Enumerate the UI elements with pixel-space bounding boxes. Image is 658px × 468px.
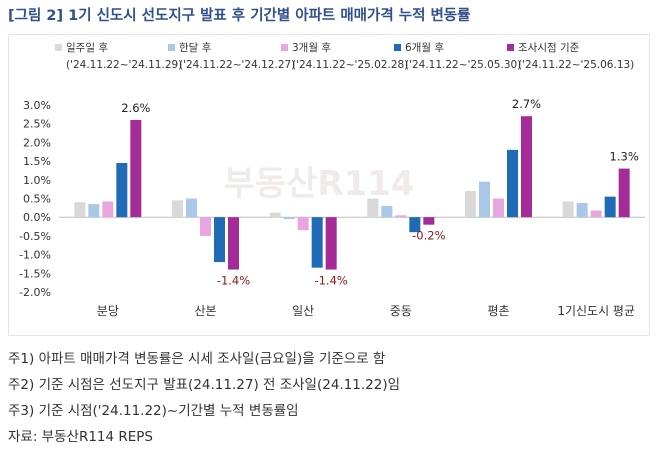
note-3: 주3) 기준 시점('24.11.22)~기간별 누적 변동률임 [8, 403, 299, 419]
bar [381, 205, 393, 218]
y-tick-label: 0.5% [23, 193, 51, 206]
data-label: -1.4% [314, 274, 347, 288]
legend-period: ('24.11.22~'24.12.27) [179, 59, 295, 71]
data-label: -0.2% [412, 229, 445, 243]
legend-swatch [281, 44, 288, 51]
legend-period: ('24.11.22~'24.11.29) [66, 59, 182, 71]
y-tick-label: -1.0% [19, 249, 51, 262]
bar [228, 217, 239, 270]
bar [576, 202, 588, 218]
bar [214, 217, 225, 263]
legend-label: 3개월 후 [292, 42, 331, 54]
bar [409, 217, 421, 233]
data-label: -1.4% [217, 274, 250, 288]
legend-swatch [168, 44, 175, 51]
bar [269, 212, 281, 218]
legend-swatch [55, 44, 62, 51]
bar [74, 202, 86, 218]
bar [311, 217, 323, 268]
data-label: 1.3% [610, 150, 639, 164]
bar [618, 168, 630, 218]
legend-label: 조사시점 기준 [518, 42, 580, 54]
bar [325, 217, 337, 270]
y-tick-label: -0.5% [19, 230, 51, 243]
legend-label: 한달 후 [179, 42, 212, 54]
legend-period: ('24.11.22~'25.05.30) [405, 59, 521, 71]
bar [465, 191, 476, 218]
bar [395, 215, 407, 218]
legend-period: ('24.11.22~'25.02.28) [292, 59, 408, 71]
watermark-logo: 부동산R114 [224, 164, 415, 204]
legend-swatch [507, 44, 514, 51]
bar [423, 217, 435, 225]
bar [521, 116, 532, 218]
data-label: 2.6% [121, 101, 150, 115]
bar [186, 198, 197, 218]
y-tick-label: 2.0% [23, 136, 51, 149]
y-tick-label: 2.5% [23, 118, 51, 131]
bar [590, 210, 602, 218]
bar [130, 119, 142, 218]
bar [507, 149, 518, 218]
x-tick-label: 평촌 [487, 304, 509, 318]
bar [604, 196, 616, 218]
bar [367, 198, 379, 218]
legend-swatch [394, 44, 401, 51]
y-tick-label: 3.0% [23, 99, 51, 112]
x-tick-label: 중동 [390, 304, 412, 318]
source-note: 자료: 부동산R114 REPS [8, 429, 153, 445]
bar [283, 217, 295, 220]
figure-title: [그림 2] 1기 신도시 선도지구 발표 후 기간별 아파트 매매가격 누적 … [8, 8, 471, 24]
y-tick-label: -2.0% [19, 286, 51, 299]
chart-area: 부동산R114 3.0% 2.5% 2.0% 1.5% 1.0% 0.5% 0.0% -0.5%… [8, 34, 650, 336]
bar-chart: 부동산R114 3.0% 2.5% 2.0% 1.5% 1.0% 0.5% 0.0% -0.5%… [19, 41, 645, 318]
note-2: 주2) 기준 시점은 선도지구 발표(24.11.27) 전 조사일(24.11… [8, 377, 401, 393]
y-tick-label: 0.0% [23, 211, 51, 224]
notes: 주1) 아파트 매매가격 변동률은 시세 조사일(금요일)을 기준으로 함 주2… [8, 346, 648, 450]
x-tick-label: 일산 [292, 304, 314, 318]
legend-period: ('24.11.22~'25.06.13) [518, 59, 634, 71]
bar [116, 162, 128, 218]
note-1: 주1) 아파트 매매가격 변동률은 시세 조사일(금요일)을 기준으로 함 [8, 351, 386, 367]
bar [88, 204, 100, 218]
y-tick-label: 1.5% [23, 155, 51, 168]
legend-label: 일주일 후 [66, 41, 108, 54]
bar [479, 181, 490, 218]
bar [172, 200, 183, 218]
y-tick-label: 1.0% [23, 174, 51, 187]
bar [562, 201, 574, 218]
y-tick-label: -1.5% [19, 267, 51, 280]
x-tick-label: 1기신도시 평균 [557, 304, 635, 318]
bar [493, 198, 504, 218]
bar [102, 201, 114, 218]
x-tick-label: 분당 [97, 304, 119, 318]
legend-label: 6개월 후 [405, 42, 444, 54]
bar [200, 217, 211, 236]
bar [297, 217, 309, 231]
data-label: 2.7% [512, 97, 541, 111]
x-tick-label: 산본 [194, 304, 216, 318]
